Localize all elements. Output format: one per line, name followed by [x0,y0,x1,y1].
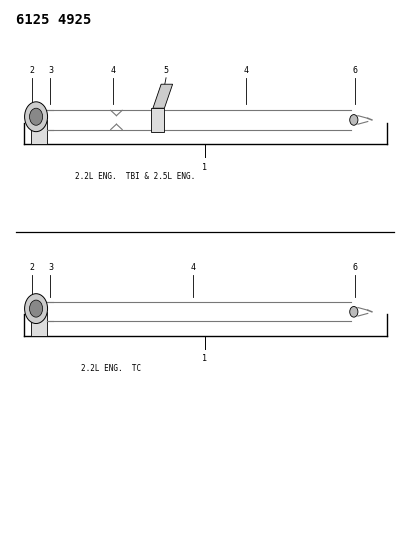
Circle shape [349,115,357,125]
Text: 3: 3 [48,66,53,75]
Circle shape [29,300,43,317]
Text: 2: 2 [29,66,34,75]
Text: 2: 2 [29,263,34,272]
Text: 6: 6 [351,66,356,75]
Circle shape [25,294,47,324]
Text: 4: 4 [110,66,115,75]
Text: 5: 5 [163,66,168,75]
Text: 6: 6 [351,263,356,272]
Text: 2.2L ENG.  TC: 2.2L ENG. TC [81,364,140,373]
Circle shape [25,102,47,132]
Circle shape [349,306,357,317]
Polygon shape [153,84,172,108]
Text: 3: 3 [48,263,53,272]
Text: 6125 4925: 6125 4925 [16,13,92,27]
Text: 4: 4 [190,263,195,272]
Text: 1: 1 [202,163,207,172]
Text: 4: 4 [243,66,248,75]
Bar [31,120,47,144]
Text: 2.2L ENG.  TBI & 2.5L ENG.: 2.2L ENG. TBI & 2.5L ENG. [75,172,195,181]
Bar [31,312,47,336]
Circle shape [29,108,43,125]
Bar [151,108,164,132]
Text: 1: 1 [202,354,207,364]
